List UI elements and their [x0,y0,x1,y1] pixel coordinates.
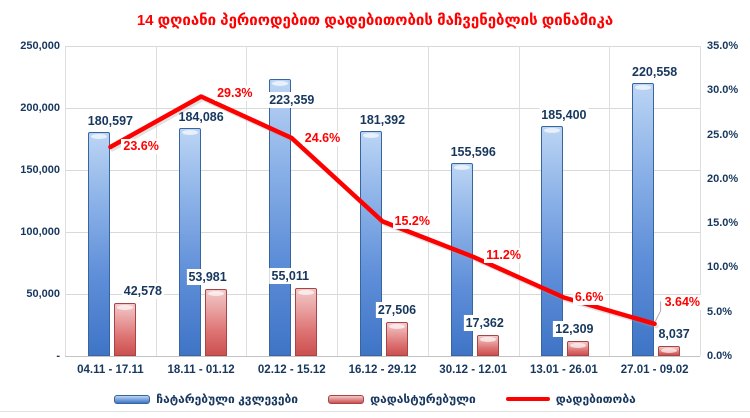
legend-item-conducted-tests: ჩატარებული კვლევები [114,392,298,406]
right-axis-tick-label: 35.0% [707,40,739,52]
red-line-swatch-icon [505,397,550,401]
h-gridline [65,108,700,109]
left-axis-tick-label: 50,000 [26,288,60,300]
bar-top-highlight [635,84,652,90]
left-axis-tick-label: 250,000 [20,40,60,52]
positivity-point-label: 6.6% [572,289,606,305]
v-gridline [337,46,339,356]
bar-top-highlight [90,134,107,140]
conducted-value-label: 223,359 [267,92,317,108]
confirmed-value-label: 27,506 [375,301,419,318]
bar-conducted-tests [87,132,110,356]
h-gridline [65,232,700,233]
bar-confirmed [567,340,590,356]
bar-top-highlight [363,133,379,139]
x-axis-label: 04.11 - 17.11 [77,364,144,376]
legend: ჩატარებული კვლევები დადასტურებული დადები… [0,392,750,406]
chart-title: 14 დღიანი პერიოდებით დადებითობის მაჩვენე… [136,12,614,29]
positivity-point-label: 24.6% [302,131,343,147]
bar-confirmed [204,289,227,356]
bar-top-highlight [207,291,224,297]
v-gridline [155,46,157,356]
legend-label-positivity: დადებითობა [555,392,636,406]
bar-confirmed [113,303,136,356]
legend-item-positivity: დადებითობა [505,392,636,406]
bar-conducted-tests [269,79,292,356]
bar-top-highlight [181,129,198,135]
legend-label-confirmed: დადასტურებული [370,392,476,406]
bar-confirmed [658,346,681,356]
conducted-value-label: 155,596 [448,144,498,161]
bar-top-highlight [298,289,315,295]
red-bar-swatch-icon [328,394,365,404]
bar-conducted-tests [360,131,382,356]
v-gridline [427,46,429,356]
legend-item-confirmed: დადასტურებული [328,392,476,406]
x-axis-label: 18.11 - 01.12 [167,364,235,376]
blue-bar-swatch-icon [114,394,151,404]
confirmed-value-label: 17,362 [463,314,506,331]
conducted-value-label: 184,086 [176,108,226,125]
bar-top-highlight [479,336,496,342]
positivity-point-label: 23.6% [121,139,161,154]
v-gridline [518,46,520,356]
conducted-value-label: 181,392 [357,112,408,129]
right-axis-tick-label: 15.0% [707,217,739,230]
positivity-point-label: 11.2% [484,247,523,263]
conducted-value-label: 220,558 [630,63,680,80]
v-gridline [65,46,66,356]
positivity-point-label: 3.64% [662,294,703,310]
bar-confirmed [386,321,408,356]
bar-conducted-tests [178,127,201,356]
bar-top-highlight [272,81,289,86]
bar-top-highlight [570,342,587,348]
positivity-point-label: 29.3% [215,85,255,101]
right-axis-tick-label: 20.0% [707,172,739,185]
bar-top-highlight [544,128,561,134]
x-axis-label: 02.12 - 15.12 [257,364,326,376]
right-axis-tick-label: 30.0% [707,84,739,97]
bar-conducted-tests [632,82,655,356]
confirmed-value-label: 55,011 [269,267,312,284]
x-axis-label: 16.12 - 29.12 [348,364,417,376]
confirmed-value-label: 42,578 [121,283,165,300]
h-gridline [65,356,700,357]
x-axis-label: 30.12 - 12.01 [439,364,508,376]
bar-confirmed [295,287,318,356]
h-gridline [65,46,700,47]
conducted-value-label: 185,400 [539,107,589,124]
x-axis-label: 13.01 - 26.01 [530,364,598,376]
conducted-value-label: 180,597 [85,113,135,130]
right-axis-tick-label: 25.0% [707,128,739,141]
bar-confirmed [476,334,499,356]
v-gridline [700,46,701,356]
v-gridline [609,46,611,356]
bar-top-highlight [116,305,133,311]
bar-top-highlight [661,348,678,353]
confirmed-value-label: 12,309 [553,320,596,337]
left-axis-tick-label: 150,000 [20,164,60,176]
legend-label-conducted-tests: ჩატარებული კვლევები [156,392,299,406]
right-axis-tick-label: 5.0% [707,305,733,318]
right-axis-tick-label: 10.0% [707,261,739,274]
x-axis-label: 27.01 - 09.02 [620,364,689,376]
bar-top-highlight [389,323,405,329]
bar-top-highlight [453,165,470,171]
right-axis-tick-label: 0.0% [707,350,733,362]
bottom-border-line [0,411,750,412]
confirmed-value-label: 53,981 [186,269,229,286]
left-axis-tick-label: 200,000 [20,102,60,114]
positivity-point-label: 15.2% [392,214,432,230]
confirmed-value-label: 8,037 [656,326,692,342]
h-gridline [65,170,700,171]
left-axis-tick-label: 100,000 [20,226,60,238]
left-axis-tick-label: - [56,350,60,362]
